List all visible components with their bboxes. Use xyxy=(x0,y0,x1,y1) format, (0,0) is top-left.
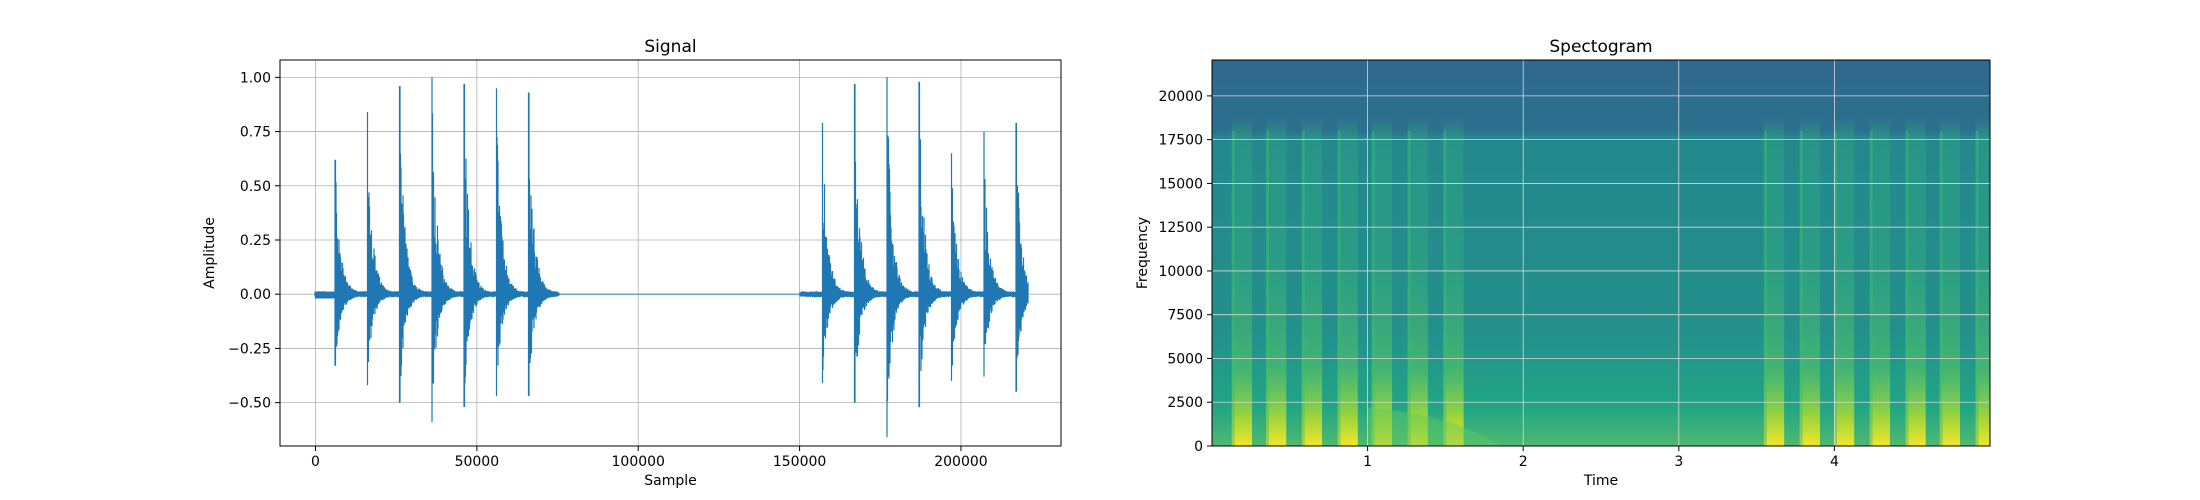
spectrogram-onset-line xyxy=(1905,130,1909,446)
spectrogram-x-tick-label: 3 xyxy=(1674,454,1683,470)
spectrogram-onset-band xyxy=(1443,60,1464,446)
spectrogram-onset-band xyxy=(1939,60,1960,446)
spectrogram-onset-line xyxy=(1975,130,1979,446)
signal-y-tick-label: 0.00 xyxy=(240,287,271,303)
signal-x-tick-label: 0 xyxy=(311,454,320,470)
spectrogram-x-tick-label: 2 xyxy=(1519,454,1528,470)
signal-x-tick-label: 150000 xyxy=(773,454,826,470)
spectrogram-y-tick-label: 2500 xyxy=(1167,395,1203,411)
spectrogram-onset-band xyxy=(1371,60,1393,446)
spectrogram-onset-band xyxy=(1301,60,1323,446)
spectrogram-onset-line xyxy=(1266,130,1270,446)
spectrogram-x-tick-label: 1 xyxy=(1363,454,1372,470)
signal-ylabel: Amplitude xyxy=(202,217,218,289)
signal-y-tick-label: −0.50 xyxy=(228,396,271,412)
signal-y-tick-label: 1.00 xyxy=(240,70,271,86)
spectrogram-onsets xyxy=(1231,60,1990,446)
signal-x-tick-label: 50000 xyxy=(455,454,500,470)
signal-plot-area xyxy=(280,60,1061,446)
spectrogram-y-tick-label: 7500 xyxy=(1167,308,1203,324)
spectrogram-y-tick-label: 5000 xyxy=(1167,351,1203,367)
spectrogram-onset-band xyxy=(1869,60,1890,446)
spectrogram-onset-line xyxy=(1939,130,1943,446)
signal-y-tick-label: 0.25 xyxy=(240,233,271,249)
spectrogram-y-tick-label: 0 xyxy=(1194,439,1203,455)
spectrogram-x-tick-label: 4 xyxy=(1830,454,1839,470)
spectrogram-onset-line xyxy=(1799,130,1803,446)
spectrogram-onset-band xyxy=(1763,60,1785,446)
spectrogram-onset-band xyxy=(1266,60,1287,446)
spectrogram-onset-line xyxy=(1407,130,1411,446)
spectrogram-frame xyxy=(1211,59,1991,447)
signal-ticks: 0 50000 100000 150000 200000 −0.50 −0.25 0.00 0.… xyxy=(228,70,988,470)
spectrogram-onset-line xyxy=(1231,130,1235,446)
spectrogram-onset-line xyxy=(1443,130,1447,446)
signal-axes: 0 50000 100000 150000 200000 −0.50 −0.25 0.00 0.… xyxy=(202,37,1062,489)
spectrogram-onset-line xyxy=(1869,130,1873,446)
spectrogram-xlabel: Time xyxy=(1583,473,1618,489)
signal-frame xyxy=(279,59,1062,447)
signal-grid xyxy=(280,60,1061,446)
signal-xlabel: Sample xyxy=(644,473,697,489)
spectrogram-onset-line xyxy=(1301,130,1305,446)
spectrogram-onset-band xyxy=(1799,60,1820,446)
signal-waveform xyxy=(314,77,1029,438)
spectrogram-onset-line xyxy=(1763,130,1767,446)
spectrogram-title: Spectogram xyxy=(1549,37,1652,57)
spectrogram-onset-band xyxy=(1337,60,1358,446)
spectrogram-y-tick-label: 12500 xyxy=(1158,220,1203,236)
spectrogram-onset-band xyxy=(1905,60,1926,446)
spectrogram-onset-line xyxy=(1833,130,1837,446)
signal-y-tick-label: 0.75 xyxy=(240,125,271,141)
spectrogram-onset-band xyxy=(1833,60,1855,446)
spectrogram-ticks: 1 2 3 4 0 2500 5000 7500 10000 12500 15000 17500 200… xyxy=(1158,89,1838,470)
spectrogram-y-tick-label: 10000 xyxy=(1158,264,1203,280)
spectrogram-onset-band xyxy=(1975,60,1990,446)
signal-title: Signal xyxy=(644,37,696,57)
spectrogram-onset-line xyxy=(1337,130,1341,446)
spectrogram-y-tick-label: 20000 xyxy=(1158,89,1203,105)
spectrogram-y-tick-label: 17500 xyxy=(1158,133,1203,149)
spectrogram-onset-band xyxy=(1231,60,1253,446)
spectrogram-ylabel: Frequency xyxy=(1135,217,1151,289)
signal-y-tick-label: −0.25 xyxy=(228,341,271,357)
spectrogram-y-tick-label: 15000 xyxy=(1158,176,1203,192)
signal-x-tick-label: 200000 xyxy=(934,454,987,470)
spectrogram-sustain xyxy=(1367,407,1500,446)
spectrogram-axes: 1 2 3 4 0 2500 5000 7500 10000 12500 15000 17500 200… xyxy=(1135,37,1991,489)
spectrogram-grid xyxy=(1212,60,1990,446)
signal-x-tick-label: 100000 xyxy=(612,454,665,470)
signal-y-tick-label: 0.50 xyxy=(240,179,271,195)
spectrogram-image xyxy=(1212,60,1990,446)
signal-series xyxy=(314,77,1029,438)
spectrogram-onset-band xyxy=(1407,60,1428,446)
spectrogram-onset-line xyxy=(1371,130,1375,446)
